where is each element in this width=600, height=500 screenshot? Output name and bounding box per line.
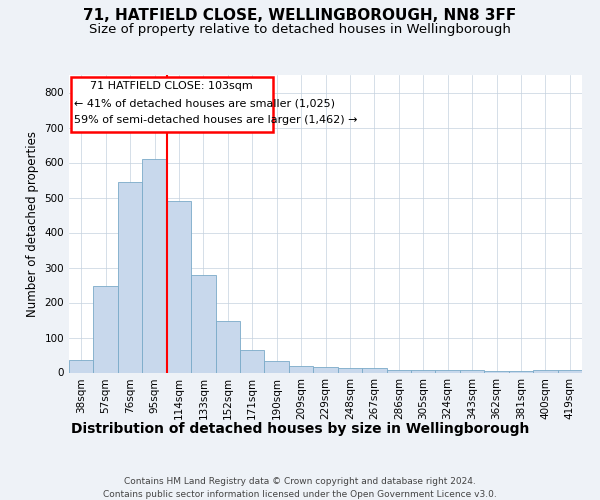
Bar	[265, 361, 289, 372]
Bar	[215, 320, 240, 372]
FancyBboxPatch shape	[71, 76, 273, 132]
Bar	[313, 367, 338, 372]
Bar	[240, 350, 265, 372]
Bar	[436, 370, 460, 372]
Bar	[338, 368, 362, 372]
Bar	[533, 370, 557, 372]
Text: Size of property relative to detached houses in Wellingborough: Size of property relative to detached ho…	[89, 22, 511, 36]
Bar	[509, 371, 533, 372]
Bar	[411, 370, 436, 372]
Bar	[142, 159, 167, 372]
Bar	[386, 370, 411, 372]
Bar	[289, 366, 313, 372]
Bar	[167, 201, 191, 372]
Bar	[94, 286, 118, 372]
Text: Distribution of detached houses by size in Wellingborough: Distribution of detached houses by size …	[71, 422, 529, 436]
Text: 71, HATFIELD CLOSE, WELLINGBOROUGH, NN8 3FF: 71, HATFIELD CLOSE, WELLINGBOROUGH, NN8 …	[83, 8, 517, 22]
Bar	[191, 275, 215, 372]
Y-axis label: Number of detached properties: Number of detached properties	[26, 130, 39, 317]
Bar	[118, 182, 142, 372]
Text: 59% of semi-detached houses are larger (1,462) →: 59% of semi-detached houses are larger (…	[74, 116, 358, 126]
Bar	[460, 370, 484, 372]
Bar	[362, 368, 386, 372]
Text: Contains HM Land Registry data © Crown copyright and database right 2024.
Contai: Contains HM Land Registry data © Crown c…	[103, 478, 497, 499]
Bar	[484, 371, 509, 372]
Bar	[69, 360, 94, 372]
Text: ← 41% of detached houses are smaller (1,025): ← 41% of detached houses are smaller (1,…	[74, 98, 335, 108]
Bar	[557, 370, 582, 372]
Text: 71 HATFIELD CLOSE: 103sqm: 71 HATFIELD CLOSE: 103sqm	[91, 81, 253, 91]
